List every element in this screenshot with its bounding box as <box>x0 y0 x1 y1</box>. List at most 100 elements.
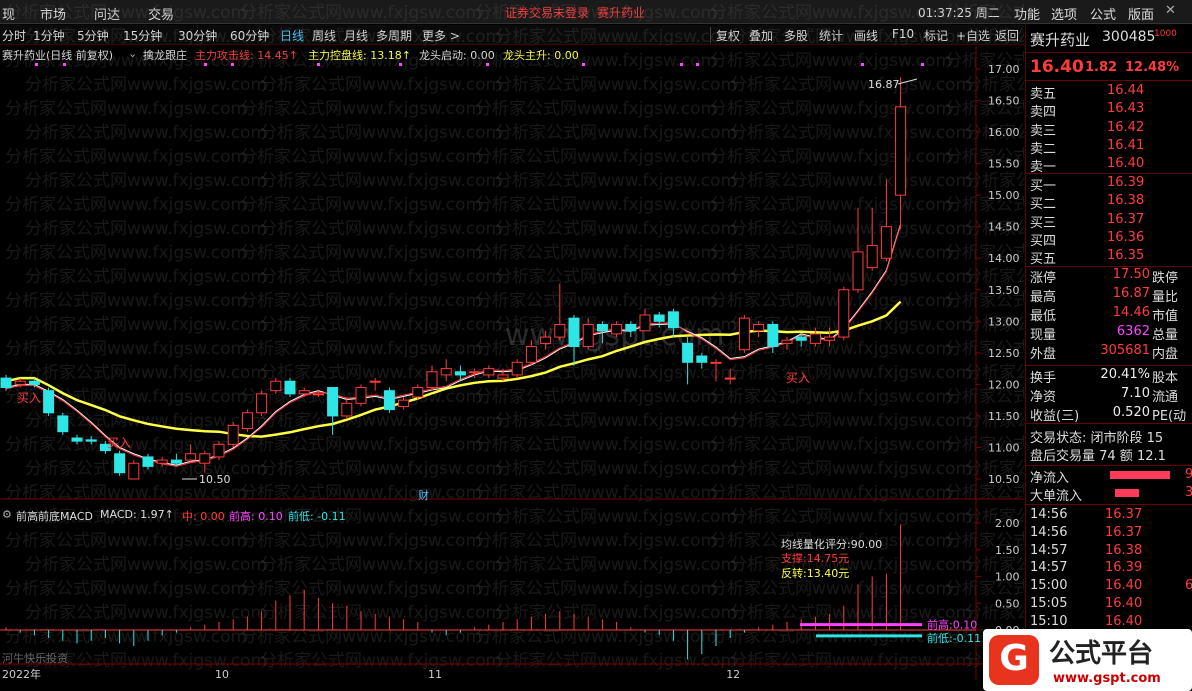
candle-body <box>426 371 438 389</box>
indicator-dropdown-icon[interactable]: ⌄ <box>128 47 138 60</box>
logo-url: www.gspt.com <box>1053 671 1161 686</box>
draw-line-button[interactable]: 画线 <box>854 29 879 43</box>
candle-body <box>880 226 892 259</box>
indicator-name[interactable]: 擒龙跟庄 <box>143 49 187 62</box>
candle-body <box>57 415 69 433</box>
overlay-button[interactable]: 叠加 <box>749 29 774 43</box>
candle-body <box>895 106 907 196</box>
svg-text:分析家公式网www.fxjgsw.com: 分析家公式网www.fxjgsw.com <box>5 291 247 311</box>
candle-body <box>14 380 26 385</box>
period-tab-weekly[interactable]: 周线 <box>312 29 337 43</box>
svg-text:分析家公式网www.fxjgsw.com: 分析家公式网www.fxjgsw.com <box>945 579 1024 599</box>
menu-item-formula[interactable]: 公式 <box>1090 8 1117 23</box>
svg-text:分析家公式网www.fxjgsw.com: 分析家公式网www.fxjgsw.com <box>240 99 482 119</box>
add-watchlist-button[interactable]: +自选 <box>956 29 991 43</box>
buy-signal-label: 买入 <box>107 436 131 450</box>
menu-item-market[interactable]: 市场 <box>40 8 67 23</box>
candle-body <box>639 314 651 332</box>
menu-item-layout[interactable]: 版面 <box>1128 8 1155 23</box>
signal-dot <box>317 63 320 66</box>
net-inflow-label: 净流入 <box>1030 471 1070 486</box>
svg-text:分析家公式网www.fxjgsw.com: 分析家公式网www.fxjgsw.com <box>710 531 952 551</box>
svg-text:分析家公式网www.fxjgsw.com: 分析家公式网www.fxjgsw.com <box>495 411 737 431</box>
svg-text:分析家公式网www.fxjgsw.com: 分析家公式网www.fxjgsw.com <box>965 75 1024 95</box>
svg-text:分析家公式网www.fxjgsw.com: 分析家公式网www.fxjgsw.com <box>965 219 1024 239</box>
x-axis-label: 12 <box>726 668 740 681</box>
svg-text:分析家公式网www.fxjgsw.com: 分析家公式网www.fxjgsw.com <box>475 483 717 503</box>
svg-text:分析家公式网www.fxjgsw.com: 分析家公式网www.fxjgsw.com <box>260 75 502 95</box>
candle-body <box>383 390 395 411</box>
candle-body <box>724 377 736 380</box>
candle-body <box>256 393 268 414</box>
svg-text:分析家公式网www.fxjgsw.com: 分析家公式网www.fxjgsw.com <box>5 387 247 407</box>
macd-title[interactable]: 前高前底MACD <box>16 510 93 523</box>
header-stock-name: 赛升药业 <box>597 6 646 20</box>
svg-text:分析家公式网www.fxjgsw.com: 分析家公式网www.fxjgsw.com <box>240 531 482 551</box>
period-tab-1min[interactable]: 1分钟 <box>33 29 65 43</box>
svg-text:分析家公式网www.fxjgsw.com: 分析家公式网www.fxjgsw.com <box>945 147 1024 167</box>
svg-text:分析家公式网www.fxjgsw.com: 分析家公式网www.fxjgsw.com <box>25 363 267 383</box>
svg-text:分析家公式网www.fxjgsw.com: 分析家公式网www.fxjgsw.com <box>730 27 972 47</box>
candle-body <box>767 323 779 348</box>
buy-signal-label: 买入 <box>786 371 810 385</box>
adjust-button[interactable]: 复权 <box>716 29 741 43</box>
candle-body <box>611 323 623 335</box>
candle-body <box>525 346 537 363</box>
f10-button[interactable]: F10 <box>892 27 915 41</box>
svg-text:分析家公式网www.fxjgsw.com: 分析家公式网www.fxjgsw.com <box>495 75 737 95</box>
short-ma-line <box>5 224 902 466</box>
period-tab-5min[interactable]: 5分钟 <box>77 29 109 43</box>
macd-settings-icon[interactable]: ⚙ <box>2 508 12 521</box>
close-icon[interactable]: ✕ <box>1165 3 1176 18</box>
mark-button[interactable]: 标记 <box>924 29 949 43</box>
svg-text:分析家公式网www.fxjgsw.com: 分析家公式网www.fxjgsw.com <box>260 267 502 287</box>
svg-text:分析家公式网www.fxjgsw.com: 分析家公式网www.fxjgsw.com <box>240 147 482 167</box>
svg-text:分析家公式网www.fxjgsw.com: 分析家公式网www.fxjgsw.com <box>260 315 502 335</box>
svg-text:分析家公式网www.fxjgsw.com: 分析家公式网www.fxjgsw.com <box>25 651 267 671</box>
back-button[interactable]: 返回 <box>995 29 1020 43</box>
logo-g-icon: G <box>989 635 1039 685</box>
candle-body <box>312 393 324 396</box>
svg-text:分析家公式网www.fxjgsw.com: 分析家公式网www.fxjgsw.com <box>5 483 247 503</box>
svg-text:分析家公式网www.fxjgsw.com: 分析家公式网www.fxjgsw.com <box>240 3 482 23</box>
candle-body <box>596 323 608 332</box>
signal-dot <box>63 63 66 66</box>
attack-line-label: 主力攻击线: 14.45↑ <box>195 49 298 62</box>
low-price-label: 10.50 <box>199 473 231 486</box>
y-tick-label: 11.50 <box>988 410 1020 423</box>
period-tab-timeshare[interactable]: 分时 <box>2 29 27 43</box>
period-tab-daily[interactable]: 日线 <box>280 29 305 43</box>
y-tick-label: 11.00 <box>988 441 1020 454</box>
menu-item-trade[interactable]: 交易 <box>148 8 175 23</box>
menu-item-options[interactable]: 选项 <box>1051 8 1078 23</box>
login-status[interactable]: 证券交易未登录 <box>505 6 590 20</box>
svg-text:分析家公式网www.fxjgsw.com: 分析家公式网www.fxjgsw.com <box>495 27 737 47</box>
statistics-button[interactable]: 统计 <box>819 29 844 43</box>
period-tab-multi[interactable]: 多周期 <box>376 29 413 43</box>
period-tab-15min[interactable]: 15分钟 <box>123 29 163 43</box>
candle-body <box>440 368 452 376</box>
period-tab-60min[interactable]: 60分钟 <box>230 29 270 43</box>
candle-body <box>284 380 296 395</box>
candle-body <box>483 368 495 376</box>
svg-text:分析家公式网www.fxjgsw.com: 分析家公式网www.fxjgsw.com <box>495 507 737 527</box>
candle-body <box>710 361 722 364</box>
macd-mid: 中: 0.00 <box>182 510 225 523</box>
period-tab-more[interactable]: 更多 > <box>422 29 460 43</box>
menu-item-functions[interactable]: 功能 <box>1014 8 1041 23</box>
panel-change: 1.82 <box>1085 60 1118 75</box>
multi-stock-button[interactable]: 多股 <box>784 29 809 43</box>
macd-prev-high: 前高: 0.10 <box>229 510 283 523</box>
panel-price: 16.40 <box>1030 57 1084 77</box>
svg-text:分析家公式网www.fxjgsw.com: 分析家公式网www.fxjgsw.com <box>495 123 737 143</box>
period-tab-monthly[interactable]: 月线 <box>344 29 369 43</box>
kline-chart[interactable]: 分析家公式网www.fxjgsw.com分析家公式网www.fxjgsw.com… <box>0 0 1024 691</box>
menu-item-wenda[interactable]: 问达 <box>94 8 121 23</box>
period-tab-30min[interactable]: 30分钟 <box>178 29 218 43</box>
candle-body <box>128 462 140 480</box>
candle-body <box>582 323 594 348</box>
menu-item-current[interactable]: 现 <box>2 8 16 23</box>
panel-pct: 12.48% <box>1125 60 1180 75</box>
svg-text:分析家公式网www.fxjgsw.com: 分析家公式网www.fxjgsw.com <box>5 579 247 599</box>
svg-text:分析家公式网www.fxjgsw.com: 分析家公式网www.fxjgsw.com <box>260 219 502 239</box>
